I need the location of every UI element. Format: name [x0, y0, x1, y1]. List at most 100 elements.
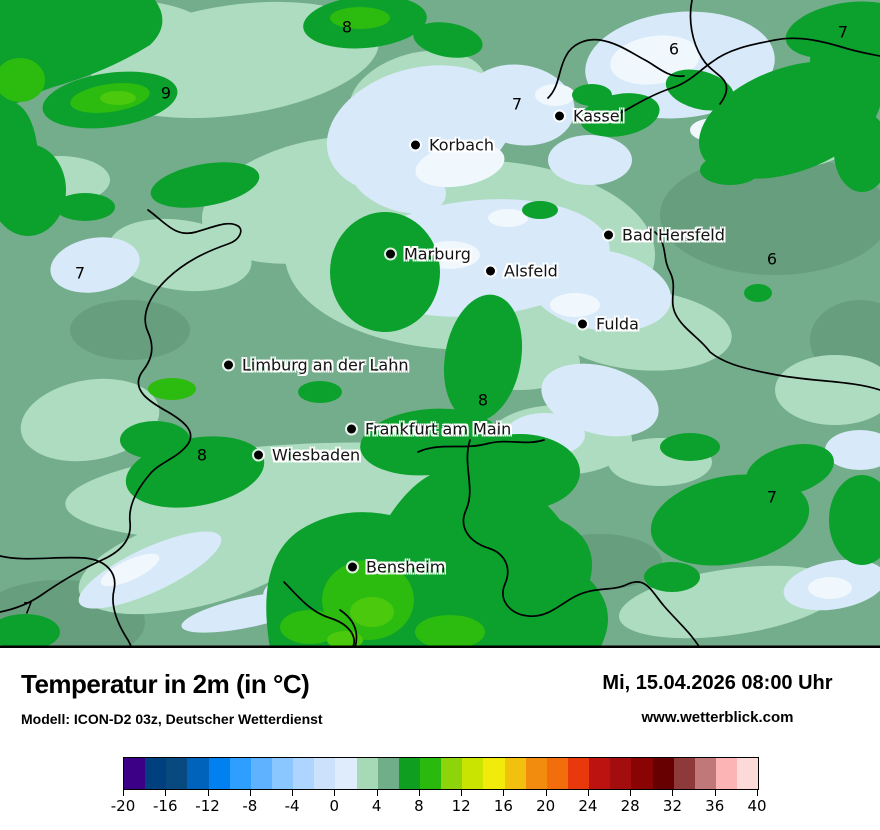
colorbar-segment	[567, 758, 590, 789]
city-marker: Alsfeld	[486, 262, 558, 281]
colorbar-tick-label: 40	[747, 797, 767, 815]
city-label: Bensheim	[366, 557, 446, 577]
temp-value-label: 9	[160, 83, 172, 103]
temp-value-label: 8	[196, 445, 208, 465]
city-label: Wiesbaden	[272, 445, 361, 465]
city-dot	[604, 230, 613, 240]
colorbar-tick	[714, 789, 716, 796]
colorbar-tick-label: 8	[414, 797, 424, 815]
temp-value-label: 7	[74, 263, 86, 283]
colorbar-segment	[483, 758, 505, 789]
colorbar-tick	[545, 789, 547, 796]
colorbar-segment	[124, 758, 146, 789]
colorbar-segment	[314, 758, 336, 789]
datetime-label: Mi, 15.04.2026 08:00 Uhr	[602, 672, 833, 694]
colorbar-tick	[123, 789, 124, 796]
colorbar-tick	[503, 789, 505, 796]
city-dot	[348, 562, 357, 572]
colorbar-segment	[504, 758, 526, 789]
colorbar-tick	[757, 789, 758, 796]
city-dot	[555, 111, 564, 121]
map-title: Temperatur in 2m (in °C)	[21, 669, 310, 699]
city-label: Limburg an der Lahn	[242, 355, 409, 375]
header-right: Mi, 15.04.2026 08:00 Uhr www.wetterblick…	[575, 672, 860, 726]
colorbar-tick-label: -16	[153, 797, 178, 815]
city-dot	[347, 424, 356, 434]
city-label: Bad Hersfeld	[622, 225, 725, 245]
colorbar-tick	[587, 789, 589, 796]
city-marker: Fulda	[578, 315, 639, 334]
colorbar-tick-label: 16	[493, 797, 513, 815]
colorbar-tick-label: 36	[705, 797, 725, 815]
model-info: Modell: ICON-D2 03z, Deutscher Wetterdie…	[21, 711, 323, 727]
colorbar-segment	[166, 758, 188, 789]
temp-value-label: 6	[668, 39, 680, 59]
colorbar-tick-label: 0	[329, 797, 340, 815]
colorbar-tick-label: 4	[371, 797, 382, 815]
colorbar-segment	[525, 758, 547, 789]
temp-value-label: 7	[837, 22, 849, 42]
city-labels-layer: Kassel Korbach Marburg Alsfeld Bad Hersfeld F…	[224, 106, 725, 577]
colorbar-segment	[377, 758, 399, 789]
colorbar-tick	[672, 789, 674, 796]
colorbar-segment	[419, 758, 442, 789]
city-dot	[254, 450, 263, 460]
city-marker: Korbach	[411, 136, 494, 155]
colorbar-segment	[187, 758, 209, 789]
colorbar-tick	[418, 789, 420, 796]
city-label: Kassel	[573, 106, 624, 126]
colorbar-segment	[271, 758, 294, 789]
colorbar-segment	[589, 758, 611, 789]
colorbar-segment	[631, 758, 653, 789]
colorbar-segment	[145, 758, 167, 789]
colorbar-segment	[462, 758, 484, 789]
city-dot	[224, 360, 233, 370]
colorbar-segment	[715, 758, 738, 789]
colorbar-segment	[694, 758, 716, 789]
colorbar-tick	[207, 789, 209, 796]
colorbar-ticks	[123, 789, 758, 796]
colorbar-tick-label: 24	[578, 797, 598, 815]
colorbar-tick-label: -12	[195, 797, 220, 815]
city-marker: Marburg	[386, 245, 471, 264]
city-label: Fulda	[596, 314, 639, 334]
city-dot	[578, 319, 587, 329]
temperature-values-layer: 8 9 7 6 7 7 6 8 8 7 7	[23, 17, 849, 618]
colorbar-tick-label: 12	[451, 797, 471, 815]
city-dot	[411, 140, 420, 150]
colorbar-tick	[292, 789, 294, 796]
temp-value-label: 7	[766, 487, 778, 507]
city-label: Frankfurt am Main	[365, 419, 512, 439]
colorbar-segment	[652, 758, 674, 789]
temperature-colorbar	[123, 757, 759, 790]
city-marker: Frankfurt am Main	[347, 420, 511, 439]
colorbar-tick	[165, 789, 167, 796]
colorbar-tick-label: 32	[662, 797, 682, 815]
city-dot	[386, 249, 395, 259]
colorbar-labels: -20 -16 -12 -8 -4 0 4 8 12 16 20 24 28 32 36 40	[111, 797, 767, 815]
colorbar-tick	[376, 789, 378, 796]
colorbar-segment	[673, 758, 695, 789]
colorbar-segment	[293, 758, 315, 789]
city-dot	[486, 266, 495, 276]
colorbar-tick-label: -20	[110, 797, 136, 815]
map-frame-bottom	[0, 645, 880, 648]
colorbar-tick-label: 20	[536, 797, 556, 815]
colorbar-segment	[610, 758, 632, 789]
temperature-map: 8 9 7 6 7 7 6 8 8 7 7 Kassel Korbach Marburg Alsfeld B…	[0, 0, 880, 648]
city-label: Alsfeld	[504, 261, 558, 281]
colorbar-tick	[630, 789, 632, 796]
city-label: Korbach	[429, 135, 494, 155]
colorbar-segment	[356, 758, 378, 789]
temp-value-label: 8	[477, 390, 489, 410]
map-graphic	[0, 0, 880, 648]
colorbar-tick-label: -8	[242, 797, 258, 815]
colorbar-segment	[229, 758, 251, 789]
city-marker: Bensheim	[348, 558, 445, 577]
colorbar-tick-label: 28	[620, 797, 640, 815]
colorbar-tick	[461, 789, 463, 796]
colorbar-segment	[398, 758, 420, 789]
website-label: www.wetterblick.com	[641, 709, 794, 726]
temp-value-label: 8	[341, 17, 353, 37]
